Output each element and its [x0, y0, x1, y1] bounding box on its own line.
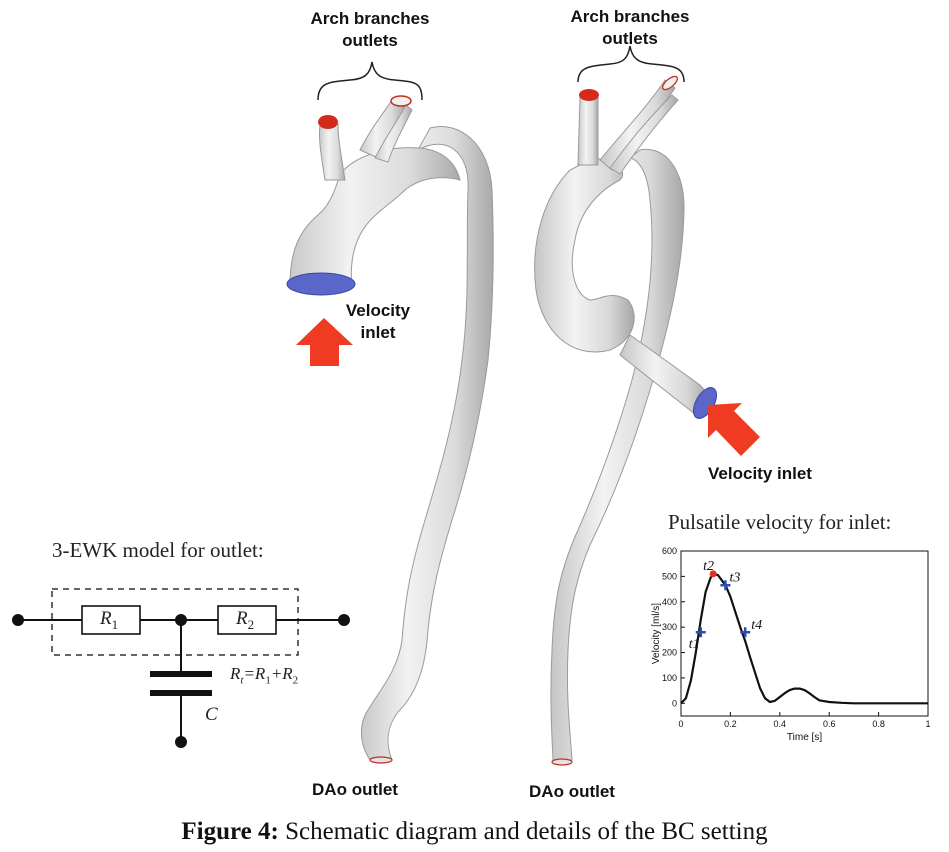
- x-tick-label: 0: [678, 719, 683, 729]
- y-tick-label: 0: [672, 698, 677, 708]
- r2-label: R2: [236, 608, 255, 632]
- x-tick-label: 0.4: [774, 719, 787, 729]
- rt-equation: Rt=R1+R2: [230, 664, 299, 687]
- marker-label-t2: t2: [703, 559, 714, 574]
- marker-t2: [709, 570, 717, 578]
- x-tick-label: 0.2: [724, 719, 737, 729]
- chart-frame: [680, 550, 929, 717]
- figure-caption: Figure 4: Schematic diagram and details …: [181, 818, 768, 845]
- marker-label-t3: t3: [729, 570, 740, 585]
- marker-label-t1: t1: [689, 637, 700, 652]
- y-tick-label: 500: [662, 571, 677, 581]
- y-tick-label: 200: [662, 648, 677, 658]
- left-velocity-label: Velocity inlet: [345, 301, 411, 342]
- right-inlet-arrow: [708, 403, 760, 456]
- right-arch-label: Arch branches outlets: [570, 7, 690, 48]
- x-tick-label: 0.6: [823, 719, 836, 729]
- left-arch-bracket: [317, 61, 423, 101]
- marker-t1: [695, 627, 706, 638]
- c-label: C: [205, 704, 218, 725]
- y-tick-label: 600: [662, 546, 677, 556]
- y-tick-label: 300: [662, 622, 677, 632]
- ewk-title: 3-EWK model for outlet:: [52, 538, 264, 562]
- pulsatile-title: Pulsatile velocity for inlet:: [668, 510, 892, 534]
- x-tick-label: 0.8: [872, 719, 885, 729]
- marker-t4: [740, 627, 751, 638]
- right-arch-outlet-red: [579, 89, 599, 101]
- left-inlet-arrow: [296, 318, 353, 366]
- marker-t3: [720, 580, 731, 591]
- x-axis-label: Time [s]: [787, 732, 822, 743]
- right-dao-label: DAo outlet: [529, 782, 615, 801]
- y-axis-label: Velocity [ml/s]: [651, 603, 662, 664]
- left-inlet-ellipse: [286, 272, 356, 296]
- x-tick-label: 1: [925, 719, 930, 729]
- left-arch-outlet-red: [318, 115, 338, 129]
- right-arch-bracket: [577, 45, 685, 83]
- left-arch-outlet-open: [390, 95, 412, 107]
- y-tick-label: 100: [662, 673, 677, 683]
- y-tick-label: 400: [662, 597, 677, 607]
- velocity-curve: [680, 572, 928, 705]
- left-dao-label: DAo outlet: [312, 780, 398, 799]
- right-velocity-label: Velocity inlet: [708, 464, 812, 483]
- r1-label: R1: [100, 608, 119, 632]
- marker-label-t4: t4: [751, 618, 762, 633]
- left-arch-label: Arch branches outlets: [310, 9, 430, 50]
